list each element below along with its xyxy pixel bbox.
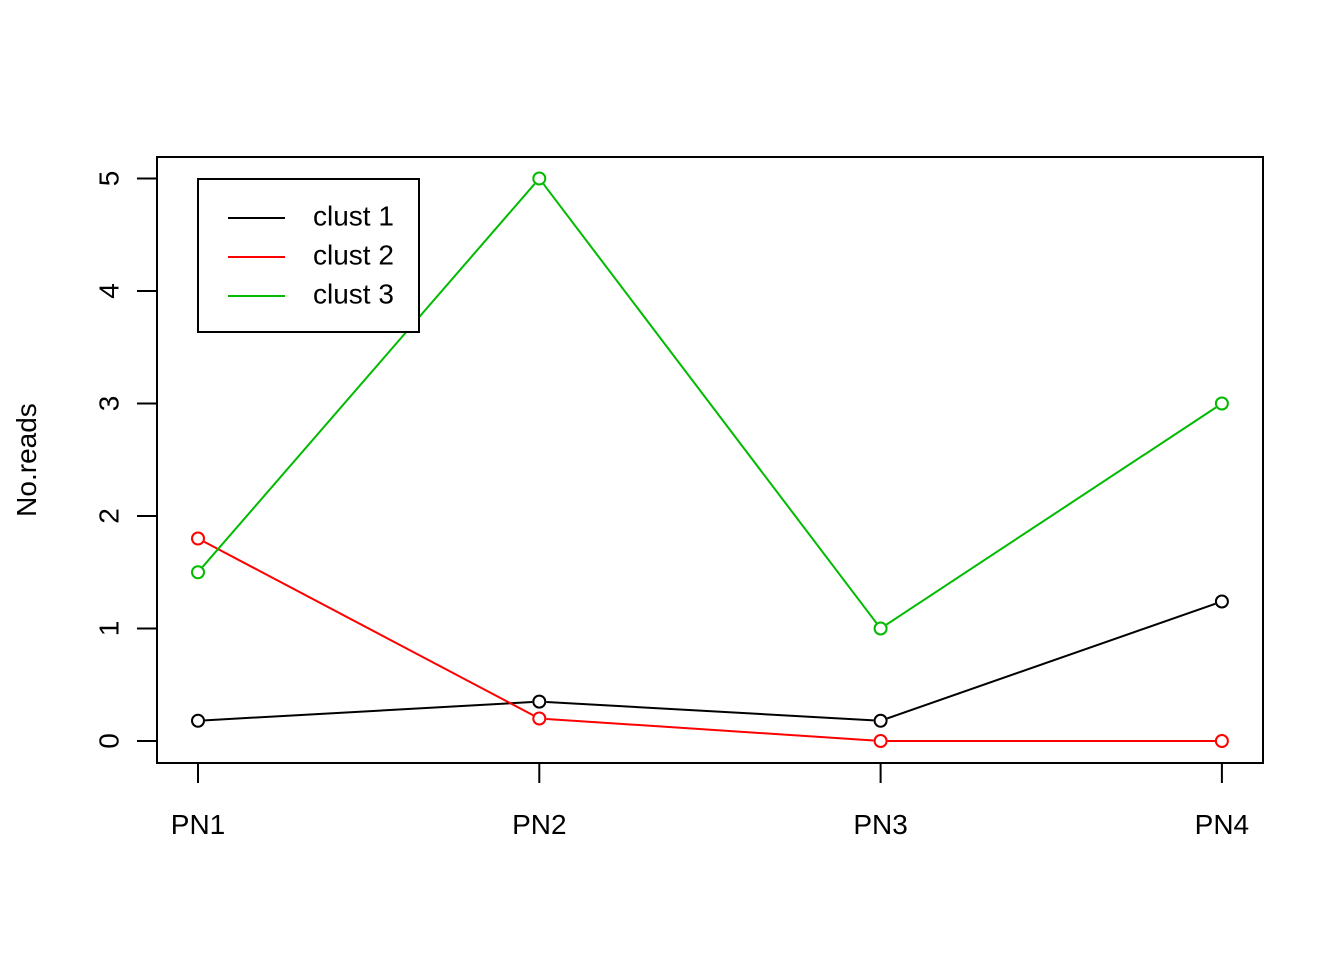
data-point (873, 734, 888, 748)
series-line-segment (886, 602, 1216, 720)
y-tick-label: 2 (93, 508, 124, 524)
y-tick-label: 4 (93, 283, 124, 299)
x-axis: PN1 PN2 PN3 PN4 (171, 762, 1249, 840)
data-point (532, 711, 547, 726)
series-1 (191, 594, 1229, 728)
data-point (532, 694, 547, 709)
data-point (1214, 594, 1229, 609)
x-tick-label: PN2 (512, 809, 566, 840)
series-2 (191, 531, 1229, 748)
series-line-segment (204, 701, 533, 722)
data-point (191, 713, 205, 728)
series-line-segment (203, 540, 534, 717)
legend-label: clust 1 (313, 200, 394, 231)
data-point (1214, 734, 1229, 748)
series-line-segment (546, 701, 874, 722)
y-tick-label: 5 (93, 171, 124, 187)
legend-label: clust 3 (313, 278, 394, 309)
data-point (532, 171, 547, 186)
legend-label: clust 2 (313, 239, 394, 270)
y-axis: 0 1 2 3 4 5 (93, 171, 158, 749)
data-point (191, 531, 205, 546)
series-layer (191, 171, 1229, 748)
x-tick-label: PN4 (1195, 809, 1249, 840)
y-tick-label: 3 (93, 396, 124, 412)
data-point (191, 565, 205, 580)
legend-box (197, 178, 420, 333)
series-line-segment (885, 406, 1217, 626)
series-line-segment (201, 183, 536, 568)
series-3 (191, 171, 1229, 636)
data-point (1214, 396, 1229, 411)
x-tick-label: PN3 (853, 809, 907, 840)
data-point (873, 713, 888, 728)
y-tick-label: 0 (93, 733, 124, 749)
y-axis-title: No.reads (11, 403, 42, 517)
x-tick-label: PN1 (171, 809, 225, 840)
series-line-segment (546, 717, 874, 742)
legend: clust 1 clust 2 clust 3 (197, 178, 420, 333)
data-point (873, 621, 888, 636)
series-line-segment (542, 183, 878, 624)
y-tick-label: 1 (93, 621, 124, 637)
